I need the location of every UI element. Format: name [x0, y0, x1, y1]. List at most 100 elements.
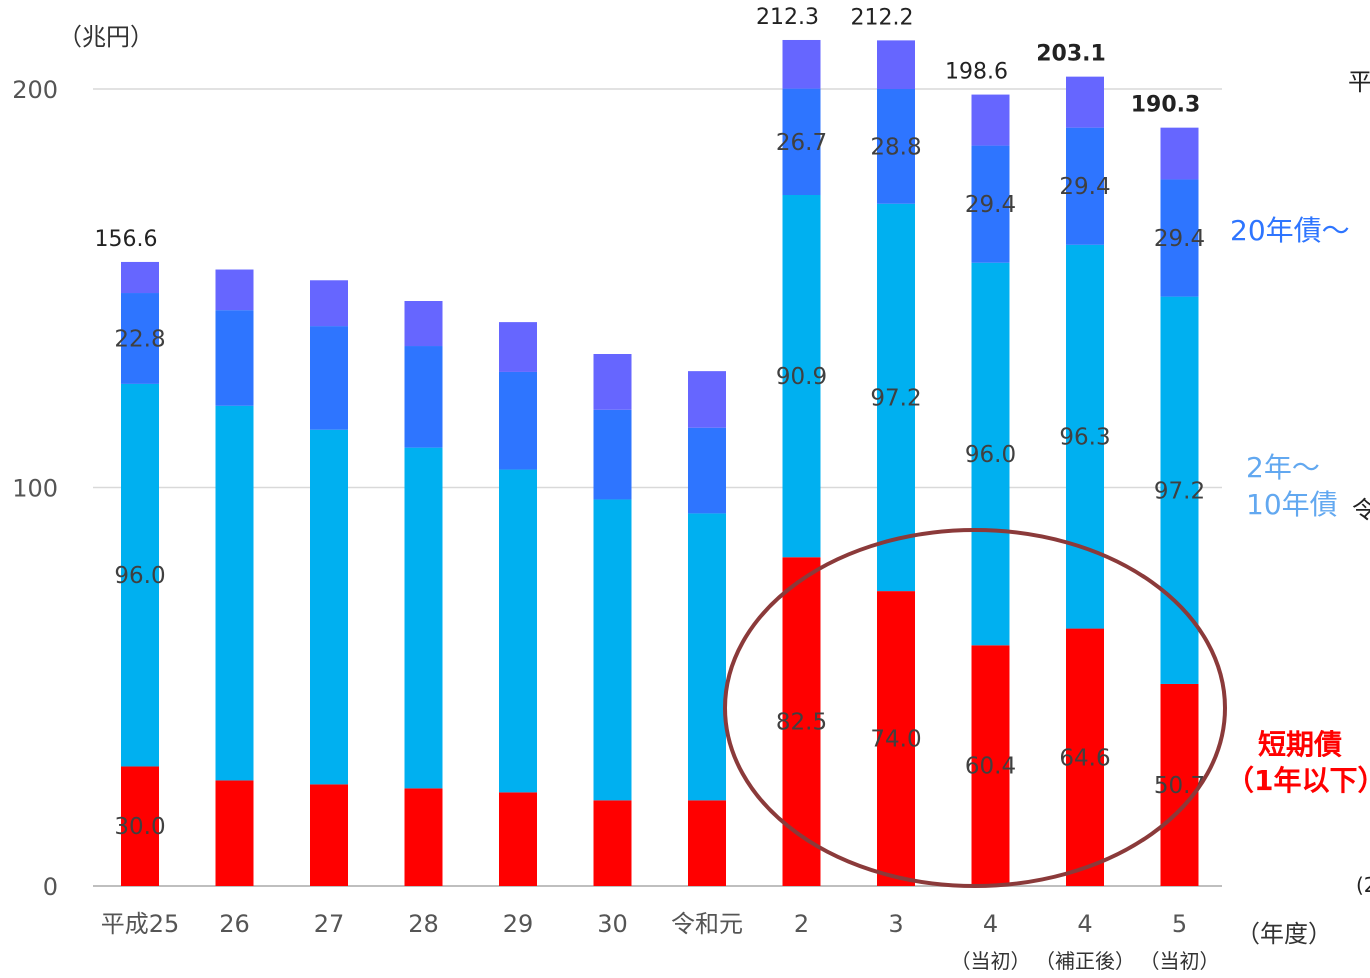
x-category-label: 5: [1172, 910, 1187, 938]
bar-segment: [404, 447, 443, 789]
x-category-label: 令和元: [671, 910, 743, 938]
bar-segment: [499, 792, 537, 886]
bar-segment: [971, 645, 1010, 886]
edge-fragment-3: (2: [1356, 873, 1370, 897]
bar-segment: [1160, 127, 1199, 180]
bar-segment: [593, 409, 632, 500]
bar-segment: [1160, 179, 1199, 297]
bar-segment: [121, 766, 159, 886]
y-tick-label: 0: [43, 873, 58, 901]
legend-short-term-line1: 短期債: [1258, 728, 1342, 761]
y-tick-label: 200: [12, 76, 58, 104]
bar-segment: [215, 310, 254, 406]
legend-20-year: 20年債～: [1230, 214, 1350, 247]
bar-segment: [877, 591, 915, 886]
bar-segment: [215, 269, 254, 311]
x-category-label: 2: [794, 910, 809, 938]
x-category-label: 26: [219, 910, 250, 938]
segment-value-label: 97.2: [870, 385, 921, 411]
x-category-sublabel: （当初）: [1140, 949, 1220, 973]
edge-fragment-1: 平: [1348, 68, 1370, 96]
bar-segment: [688, 427, 726, 514]
x-category-label: 27: [314, 910, 345, 938]
segment-labels: 30.0 96.0 22.8 82.5 90.9 26.7 74.0 97.2 28.8 60.4…: [114, 130, 1205, 840]
legend: 20年債～ 2年～ 10年債 短期債 （1年以下）: [1226, 214, 1370, 797]
x-category-label: 30: [597, 910, 628, 938]
bar-segment: [877, 203, 915, 592]
total-value-label: 203.1: [1036, 42, 1106, 67]
legend-2-10-year-line2: 10年債: [1246, 488, 1338, 521]
bar-segment: [499, 371, 537, 470]
bar-segment: [215, 405, 254, 781]
bar-segment: [121, 261, 159, 294]
bar-segment: [310, 784, 348, 886]
total-value-label: 190.3: [1131, 93, 1201, 118]
bar-segment: [877, 40, 915, 89]
bar-segment: [499, 322, 537, 372]
segment-value-label: 96.0: [114, 563, 165, 589]
bar-segment: [782, 195, 821, 558]
bar-segment: [499, 469, 537, 793]
bar-segment: [310, 280, 348, 327]
total-value-label: 156.6: [95, 227, 158, 252]
legend-2-10-year-line1: 2年～: [1246, 451, 1320, 484]
segment-value-label: 60.4: [965, 754, 1016, 780]
bar-segment: [782, 557, 821, 886]
total-value-label: 198.6: [945, 60, 1008, 85]
bar-segment: [1066, 628, 1104, 886]
bar-segment: [1160, 683, 1199, 886]
bar-segment: [1066, 127, 1104, 245]
segment-value-label: 64.6: [1059, 745, 1110, 771]
x-category-sublabel: （補正後）: [1035, 949, 1135, 973]
bar-segment: [404, 788, 443, 886]
segment-value-label: 90.9: [776, 364, 827, 390]
bar-segment: [688, 371, 726, 428]
x-category-label: 4: [1077, 910, 1092, 938]
segment-value-label: 22.8: [114, 326, 165, 352]
total-value-label: 212.2: [851, 5, 914, 30]
segment-value-label: 29.4: [1154, 226, 1205, 252]
total-labels: 156.6 212.3 212.2 198.6 203.1 190.3: [95, 5, 1201, 252]
bars: [121, 39, 1199, 886]
segment-value-label: 50.7: [1154, 773, 1205, 799]
bar-segment: [688, 513, 726, 801]
bar-segment: [782, 88, 821, 196]
x-category-label: 29: [503, 910, 534, 938]
segment-value-label: 29.4: [1059, 174, 1110, 200]
x-category-sublabel: （当初）: [951, 949, 1031, 973]
x-category-label: 4: [983, 910, 998, 938]
bar-segment: [310, 429, 348, 785]
bar-segment: [1066, 244, 1104, 629]
x-category-label: 平成25: [101, 910, 180, 938]
edge-fragment-2: 令: [1352, 496, 1370, 524]
segment-value-label: 30.0: [114, 814, 165, 840]
bar-segment: [971, 145, 1010, 263]
gridlines: [93, 88, 1222, 887]
segment-value-label: 96.3: [1059, 425, 1110, 451]
total-value-label: 212.3: [756, 5, 819, 30]
x-category-label: 28: [408, 910, 439, 938]
segment-value-label: 74.0: [870, 727, 921, 753]
y-tick-label: 100: [12, 475, 58, 503]
y-unit-label: （兆円）: [58, 23, 154, 51]
bar-segment: [593, 800, 632, 886]
bar-segment: [404, 301, 443, 347]
segment-value-label: 29.4: [965, 192, 1016, 218]
bar-segment: [1066, 76, 1104, 128]
x-category-label: 3: [888, 910, 903, 938]
x-axis: 平成25 26 27 28 29 30 令和元 2 3 4 （当初） 4 （補正後） 5 （当初）: [101, 910, 1220, 973]
bar-segment: [121, 293, 159, 384]
bar-segment: [593, 354, 632, 410]
segment-value-label: 96.0: [965, 442, 1016, 468]
bar-segment: [782, 39, 821, 89]
bar-segment: [593, 499, 632, 801]
bar-segment: [971, 94, 1010, 146]
bar-segment: [971, 262, 1010, 646]
highlight-ellipse: [723, 528, 1227, 888]
bar-segment: [310, 326, 348, 430]
bar-segment: [121, 383, 159, 767]
bar-segment: [404, 346, 443, 448]
segment-value-label: 26.7: [776, 130, 827, 156]
x-unit-label: （年度）: [1236, 920, 1332, 948]
